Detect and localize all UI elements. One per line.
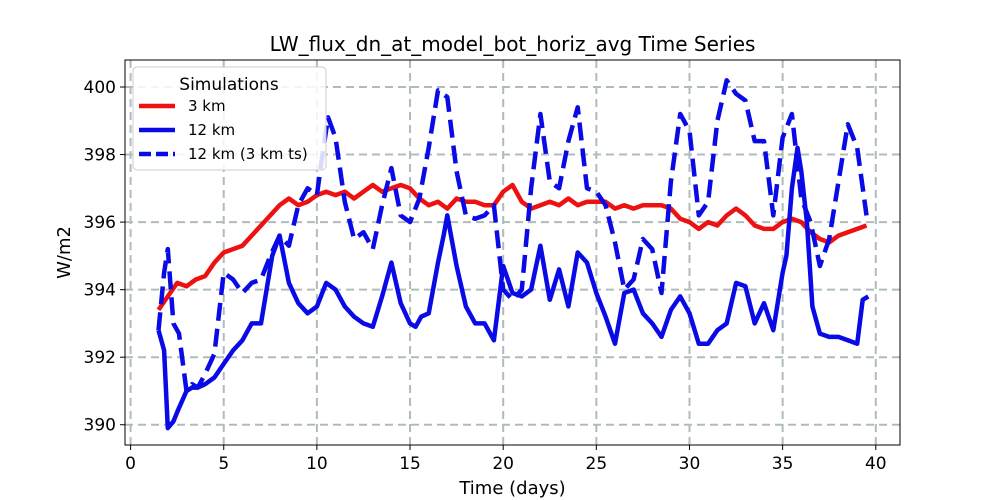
x-tick-label: 30	[679, 454, 701, 474]
x-axis-ticks: 0 5 10 15 20 25 30 35 40	[125, 445, 887, 474]
x-tick-label: 5	[218, 454, 229, 474]
legend: Simulations 3 km 12 km 12 km (3 km ts)	[132, 66, 327, 171]
x-tick-label: 15	[399, 454, 421, 474]
y-axis-ticks: 390 392 394 396 398 400	[84, 78, 125, 436]
series-group	[156, 78, 870, 431]
legend-label-2: 12 km	[188, 121, 235, 139]
y-tick-label: 390	[84, 416, 116, 436]
plot-frame	[124, 59, 901, 446]
series-line-3	[156, 78, 869, 394]
x-tick-label: 35	[772, 454, 794, 474]
y-tick-label: 394	[84, 281, 116, 301]
series-line-1	[156, 182, 868, 312]
legend-label-1: 3 km	[188, 97, 226, 115]
chart-title: LW_flux_dn_at_model_bot_horiz_avg Time S…	[270, 32, 756, 56]
y-tick-label: 396	[84, 213, 116, 233]
legend-items: 3 km 12 km 12 km (3 km ts)	[139, 97, 308, 163]
y-tick-label: 400	[84, 78, 116, 98]
x-tick-label: 40	[865, 454, 887, 474]
x-tick-label: 20	[492, 454, 514, 474]
x-tick-label: 25	[586, 454, 608, 474]
legend-box	[132, 66, 327, 171]
legend-label-3: 12 km (3 km ts)	[188, 145, 308, 163]
series-line-2	[156, 145, 870, 431]
x-axis-label: Time (days)	[458, 478, 565, 499]
y-tick-label: 398	[84, 146, 116, 166]
y-tick-label: 392	[84, 348, 116, 368]
x-tick-label: 0	[125, 454, 136, 474]
x-tick-label: 10	[306, 454, 328, 474]
y-axis-label: W/m2	[54, 226, 75, 279]
legend-title: Simulations	[179, 75, 279, 95]
